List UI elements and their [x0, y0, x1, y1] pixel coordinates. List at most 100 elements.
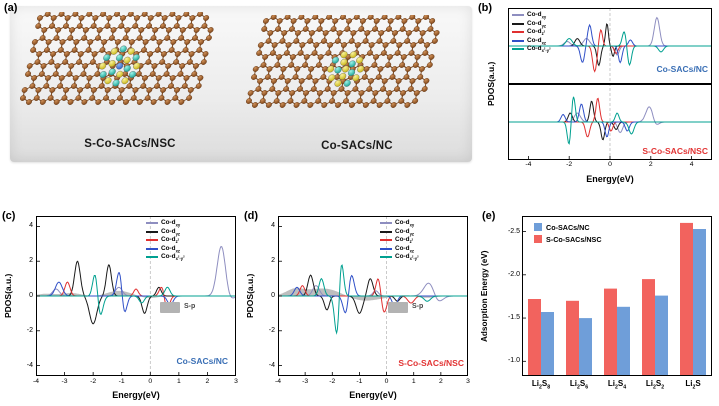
legend-item: Co-dyz [512, 20, 551, 29]
panel-b-legend: Co-dxy Co-dyz Co-dz2 Co-dxz Co-dx2-y2 [512, 11, 551, 54]
pdos-curve [36, 245, 236, 299]
legend-line-swatch [380, 230, 392, 233]
panel-e-ylabel: Adsorption Energy (eV) [480, 250, 489, 342]
legend-item: Co-dxy [380, 219, 419, 228]
bar [541, 312, 554, 376]
legend-label: Co-dxz [161, 244, 180, 253]
legend-line-swatch [380, 256, 392, 259]
legend-line-swatch [146, 239, 158, 242]
legend-label: Co-dx2-y2 [527, 45, 551, 54]
legend-line-swatch [146, 222, 158, 225]
panel-b-upper-label: Co-SACs/NC [656, 64, 708, 74]
pdos-curve [508, 96, 712, 145]
legend-item: Co-dxy [512, 11, 551, 20]
legend-label: Co-dxy [161, 219, 181, 228]
y-tick-label: 0 [271, 292, 275, 299]
x-tick-label: 0 [148, 378, 153, 385]
y-tick-label: 0 [29, 292, 33, 299]
legend-label: Co-SACs/NC [546, 222, 590, 232]
panel-c-ylabel: PDOS(a.u.) [3, 273, 13, 319]
x-tick-label: -4 [525, 161, 532, 168]
legend-line-swatch [512, 39, 524, 42]
structure-label-right: Co-SACs/NC [321, 140, 393, 152]
y-tick-label: -1.5 [507, 314, 520, 322]
y-tick-label: 2 [271, 257, 275, 265]
legend-label: Co-dz2 [527, 28, 546, 37]
panel-b-lower-label: S-Co-SACs/NSC [642, 146, 708, 156]
panel-b-xlabel: Energy(eV) [586, 174, 634, 184]
x-tick-label: 2 [438, 378, 443, 385]
panel-d: (d) PDOS(a.u.) -4 -2 0 2 4 Co-dxy Co-dyz Co-dz… [242, 208, 478, 406]
x-tick-label: 4 [689, 161, 694, 168]
pdos-curve [278, 282, 468, 302]
structure-model-co-sacs-nc [246, 15, 440, 108]
bar [617, 306, 630, 376]
legend-label: Co-dx2-y2 [395, 253, 419, 262]
bar [642, 279, 655, 376]
legend-item: Co-dxz [380, 245, 419, 254]
legend-line-swatch [512, 31, 524, 34]
x-tick-label: 1 [176, 378, 181, 385]
category-label: Li2S [685, 379, 701, 391]
bar [579, 318, 592, 376]
x-tick-label: -3 [302, 378, 309, 385]
y-tick-label: -2.5 [507, 227, 520, 235]
panel-c-xlabel: Energy(eV) [112, 390, 160, 400]
x-tick-label: -4 [274, 378, 282, 385]
legend-line-swatch [512, 48, 524, 51]
panel-d-ylabel: PDOS(a.u.) [245, 273, 255, 319]
x-tick-label: 2 [205, 378, 210, 385]
legend-item: Co-dxy [146, 219, 185, 228]
pdos-curve [508, 31, 712, 67]
legend-line-swatch [512, 14, 524, 17]
panel-c-system-label: Co-SACs/NC [176, 356, 228, 366]
bar [655, 295, 668, 376]
legend-label: Co-dxy [527, 11, 547, 20]
pdos-curve [36, 275, 236, 316]
legend-item: Co-dx2-y2 [380, 253, 419, 262]
x-tick-label: -2 [566, 161, 573, 168]
bar [528, 299, 541, 376]
legend-label: S-Co-SACs/NSC [546, 234, 602, 244]
panel-a-tag: (a) [4, 2, 18, 14]
panel-b: (b) PDOS(a.u.) Co-dxy Co-dyz Co-dz2 Co-dxz C… [478, 0, 719, 200]
x-tick-label: 0 [608, 161, 612, 168]
legend-item: S-Co-SACs/NSC [534, 233, 602, 245]
legend-label: Co-dz2 [395, 236, 414, 245]
x-tick-label: -1 [356, 378, 363, 385]
legend-item: Co-dxz [146, 245, 185, 254]
s-p-legend-label: S-p [412, 303, 424, 310]
legend-square-swatch [534, 223, 542, 231]
legend-line-swatch [146, 230, 158, 233]
x-tick-label: 0 [384, 378, 389, 385]
y-tick-label: -4 [268, 361, 275, 369]
structure-label-left: S-Co-SACs/NSC [84, 138, 176, 150]
y-tick-label: -2.0 [507, 270, 520, 278]
legend-label: Co-dx2-y2 [161, 253, 185, 262]
legend-line-swatch [380, 247, 392, 250]
pdos-plot-d [278, 216, 468, 376]
pdos-curve [36, 260, 236, 325]
x-tick-label: 3 [234, 378, 238, 385]
pdos-plot-b [508, 8, 712, 160]
legend-label: Co-dxz [395, 244, 414, 253]
legend-item: Co-dz2 [512, 28, 551, 37]
adsorption-energy-plot [522, 216, 712, 376]
x-tick-label: 2 [648, 161, 653, 168]
legend-item: Co-dyz [380, 228, 419, 237]
x-tick-label: -2 [90, 378, 97, 385]
panel-c-tag: (c) [2, 210, 16, 222]
s-p-legend-label: S-p [184, 303, 196, 310]
category-label: Li2S8 [531, 379, 551, 391]
bar [604, 288, 617, 376]
legend-label: Co-dxz [527, 36, 546, 45]
panel-d-xlabel: Energy(eV) [349, 390, 397, 400]
panel-c: (c) PDOS(a.u.) -4 -2 0 2 4 Co-dxy Co-dyz Co-dz… [0, 208, 241, 406]
legend-label: Co-dyz [395, 227, 414, 236]
bar [566, 300, 579, 376]
legend-item: Co-dz2 [380, 236, 419, 245]
y-tick-label: -4 [26, 361, 33, 369]
panel-d-legend: Co-dxy Co-dyz Co-dz2 Co-dxz Co-dx2-y2 [380, 219, 419, 262]
category-label: Li2S6 [569, 379, 589, 391]
